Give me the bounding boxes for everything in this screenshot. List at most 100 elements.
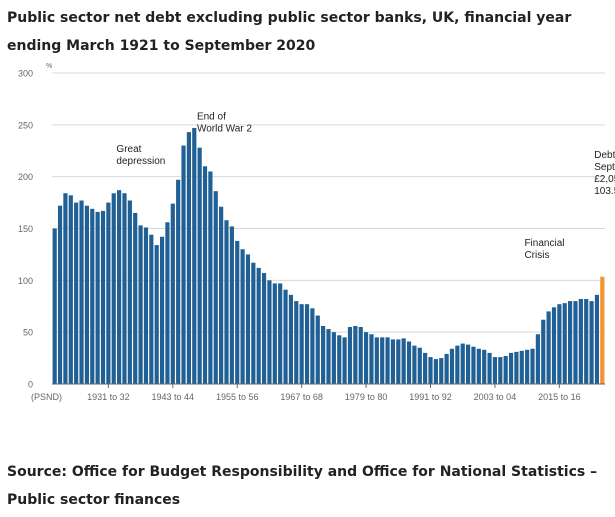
x-tick-label: 1967 to 68 <box>280 392 323 402</box>
bar <box>181 145 186 384</box>
annotation: Financial Crisis <box>524 238 564 261</box>
annotation-line: Crisis <box>524 250 549 261</box>
y-tick-label: 0 <box>28 380 33 390</box>
bar <box>551 307 557 384</box>
bar <box>508 352 514 384</box>
bar <box>353 325 358 384</box>
bar <box>412 345 417 384</box>
bar <box>385 337 390 384</box>
bar <box>519 350 524 384</box>
bar <box>476 348 481 384</box>
bar <box>95 211 100 384</box>
annotation-line: Debt at the end of <box>594 150 615 161</box>
annotation: Great depression <box>116 144 165 167</box>
bar <box>251 262 256 384</box>
bar <box>337 335 342 384</box>
bar <box>439 358 444 384</box>
bar <box>600 276 605 384</box>
bar <box>492 357 498 384</box>
bar <box>589 301 594 384</box>
bar <box>154 245 159 384</box>
bar <box>358 326 363 384</box>
bar <box>208 171 213 384</box>
bar <box>245 254 251 384</box>
bar <box>299 304 304 384</box>
bar <box>127 200 132 384</box>
y-tick-label: 100 <box>18 276 33 286</box>
bar <box>347 326 353 384</box>
y-tick-label: 150 <box>18 224 33 234</box>
bar <box>133 212 138 384</box>
bar <box>417 347 422 384</box>
bar <box>568 301 573 384</box>
bar <box>369 334 374 384</box>
bar <box>138 225 143 384</box>
annotation-line: End of <box>197 112 226 123</box>
bar <box>326 329 331 384</box>
bar <box>106 202 111 384</box>
bar <box>374 337 379 384</box>
bar <box>331 332 336 384</box>
annotation-line: World War 2 <box>197 124 252 135</box>
bar <box>546 311 551 384</box>
bar <box>315 315 320 384</box>
bar <box>557 304 562 384</box>
y-tick-label: 200 <box>18 172 33 182</box>
bar <box>525 349 530 384</box>
bar <box>584 298 589 384</box>
bar <box>562 303 567 384</box>
bar <box>90 208 95 384</box>
bar <box>465 344 471 384</box>
bar <box>111 193 116 384</box>
bar <box>321 325 326 384</box>
bar <box>117 190 122 384</box>
bar <box>460 343 465 384</box>
bar <box>100 210 106 384</box>
bar <box>535 334 540 384</box>
bar <box>288 294 294 384</box>
bar <box>84 205 89 384</box>
bar <box>229 226 234 384</box>
bar <box>304 304 310 384</box>
bar <box>433 359 438 384</box>
bar <box>256 267 261 384</box>
bar <box>444 353 449 384</box>
bar <box>143 227 149 384</box>
bar <box>498 357 503 384</box>
bar <box>541 319 546 384</box>
x-tick-label: 1943 to 44 <box>152 392 195 402</box>
bar <box>503 356 508 384</box>
bar <box>455 345 460 384</box>
y-tick-label: 250 <box>18 120 33 130</box>
bar <box>514 351 519 384</box>
bar <box>192 127 197 385</box>
x-tick-label: 1979 to 80 <box>345 392 388 402</box>
x-tick-label: 1931 to 32 <box>87 392 130 402</box>
bar <box>380 337 385 384</box>
bar <box>149 234 154 384</box>
bar <box>170 203 175 384</box>
bar <box>74 202 79 384</box>
bar <box>261 273 267 384</box>
bar <box>390 339 396 384</box>
bar <box>63 193 68 384</box>
bar <box>573 301 578 384</box>
bar <box>240 249 245 384</box>
bar <box>197 147 202 384</box>
x-tick-label: 2015 to 16 <box>538 392 581 402</box>
bar <box>471 346 476 384</box>
x-axis-start-label: (PSND) <box>31 392 62 402</box>
annotation: Debt at the end ofSept 2020£2,059.7 bill… <box>594 150 615 197</box>
bar <box>363 332 369 384</box>
bar <box>122 193 127 384</box>
bar <box>530 348 535 384</box>
annotation-line: depression <box>116 156 165 167</box>
bar <box>79 200 84 384</box>
bar <box>235 240 240 384</box>
bars <box>52 127 605 385</box>
bar <box>57 205 63 384</box>
bar <box>401 338 406 384</box>
bar <box>423 352 428 384</box>
bar <box>165 222 170 384</box>
